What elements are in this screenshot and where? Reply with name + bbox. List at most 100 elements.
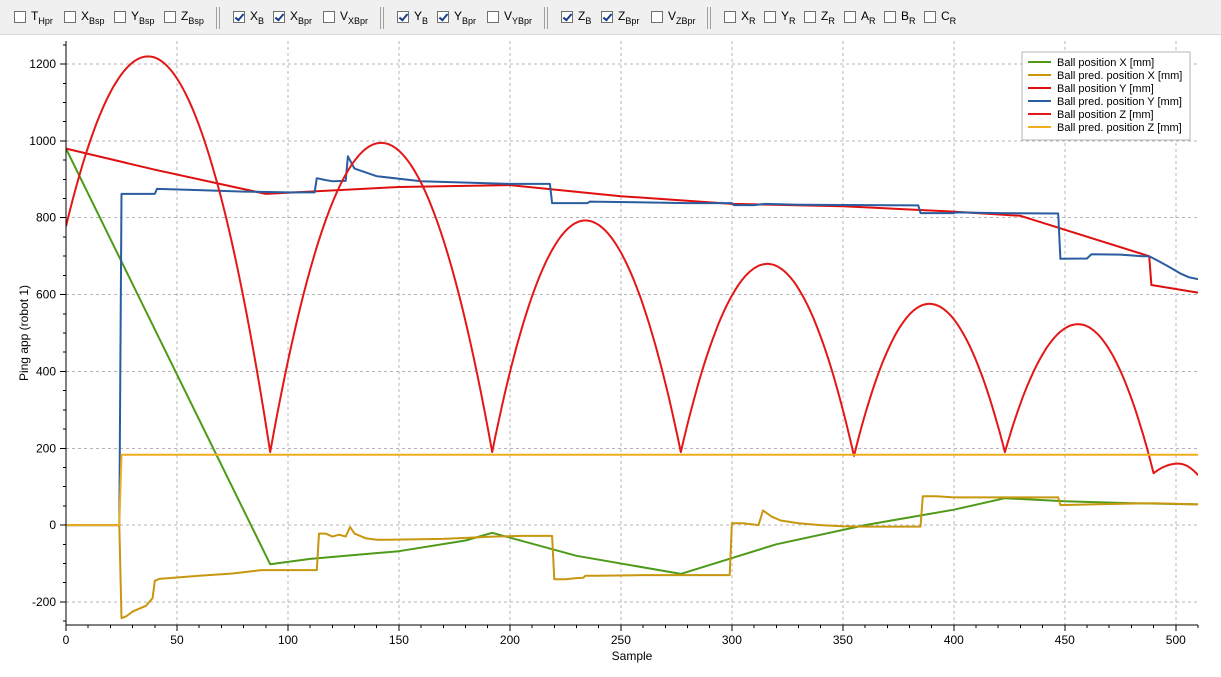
legend-entry: Ball pred. position Z [mm] bbox=[1057, 122, 1182, 134]
y-tick-label: 0 bbox=[49, 518, 56, 532]
toggle-z-r-label: ZR bbox=[821, 9, 835, 26]
checkbox-unchecked-icon[interactable] bbox=[804, 11, 816, 23]
chart-panel: 0 50 100 150 200 250 300 350 400 450 500 -200 0 200 40… bbox=[0, 35, 1221, 677]
x-tick-label: 400 bbox=[944, 633, 964, 647]
x-tick-label: 0 bbox=[63, 633, 70, 647]
toggle-c-r-label: CR bbox=[941, 9, 957, 26]
legend-box bbox=[1021, 51, 1191, 141]
toggle-b-r-checkbox[interactable]: BR bbox=[884, 9, 916, 26]
toggle-y-r-checkbox[interactable]: YR bbox=[764, 9, 796, 26]
toggle-x-bsp-checkbox[interactable]: XBsp bbox=[64, 9, 105, 26]
checkbox-checked-icon[interactable] bbox=[561, 11, 573, 23]
checkbox-unchecked-icon[interactable] bbox=[884, 11, 896, 23]
x-tick-label: 300 bbox=[722, 633, 742, 647]
toggle-x-bsp-label: XBsp bbox=[81, 9, 105, 26]
toggle-y-bpr-label: YBpr bbox=[454, 9, 477, 26]
checkbox-unchecked-icon[interactable] bbox=[844, 11, 856, 23]
toggle-v-xbpr-label: VXBpr bbox=[340, 9, 369, 26]
toggle-z-bpr-label: ZBpr bbox=[618, 9, 640, 26]
toggle-v-ybpr-label: VYBpr bbox=[504, 9, 533, 26]
toolbar-separator bbox=[216, 7, 220, 29]
x-tick-label: 200 bbox=[500, 633, 520, 647]
checkbox-checked-icon[interactable] bbox=[437, 11, 449, 23]
toolbar-separator bbox=[544, 7, 548, 29]
toggle-v-ybpr-checkbox[interactable]: VYBpr bbox=[487, 9, 533, 26]
series-line-1 bbox=[66, 495, 1198, 620]
toggle-x-b-checkbox[interactable]: XB bbox=[233, 9, 265, 26]
toggle-x-bpr-checkbox[interactable]: XBpr bbox=[273, 9, 313, 26]
x-tick-label: 250 bbox=[611, 633, 631, 647]
x-tick-label: 350 bbox=[833, 633, 853, 647]
checkbox-checked-icon[interactable] bbox=[233, 11, 245, 23]
checkbox-unchecked-icon[interactable] bbox=[764, 11, 776, 23]
checkbox-unchecked-icon[interactable] bbox=[64, 11, 76, 23]
y-axis-title: Ping app (robot 1) bbox=[17, 285, 31, 381]
toggle-a-r-checkbox[interactable]: AR bbox=[844, 9, 876, 26]
x-tick-label: 100 bbox=[278, 633, 298, 647]
checkbox-unchecked-icon[interactable] bbox=[651, 11, 663, 23]
x-tick-label: 150 bbox=[389, 633, 409, 647]
toggle-y-r-label: YR bbox=[781, 9, 796, 26]
chart: 0 50 100 150 200 250 300 350 400 450 500 -200 0 200 40… bbox=[17, 41, 1199, 663]
legend-entry: Ball position Z [mm] bbox=[1057, 109, 1154, 121]
y-tick-label: 800 bbox=[36, 211, 56, 225]
y-tick-label: 1000 bbox=[29, 134, 56, 148]
y-tick-label: -200 bbox=[32, 595, 56, 609]
x-axis-title: Sample bbox=[612, 649, 653, 663]
checkbox-checked-icon[interactable] bbox=[397, 11, 409, 23]
y-tick-label: 200 bbox=[36, 441, 56, 455]
toggle-v-zbpr-checkbox[interactable]: VZBpr bbox=[651, 9, 696, 26]
checkbox-unchecked-icon[interactable] bbox=[724, 11, 736, 23]
series-toggle-toolbar: THpr XBsp YBsp ZBsp XB XBpr VXBpr YB YBpr VYBpr ZB… bbox=[0, 0, 1221, 35]
toggle-a-r-label: AR bbox=[861, 9, 876, 26]
y-tick-label: 600 bbox=[36, 288, 56, 302]
x-tick-label: 500 bbox=[1166, 633, 1186, 647]
toggle-v-xbpr-checkbox[interactable]: VXBpr bbox=[323, 9, 369, 26]
toggle-y-b-label: YB bbox=[414, 9, 429, 26]
x-tick-label: 450 bbox=[1055, 633, 1075, 647]
toggle-z-b-label: ZB bbox=[578, 9, 592, 26]
legend-entry: Ball pred. position Y [mm] bbox=[1057, 96, 1182, 108]
axes: 0 50 100 150 200 250 300 350 400 450 500 -200 0 200 40… bbox=[17, 41, 1199, 663]
toggle-y-bpr-checkbox[interactable]: YBpr bbox=[437, 9, 477, 26]
checkbox-unchecked-icon[interactable] bbox=[924, 11, 936, 23]
toggle-v-zbpr-label: VZBpr bbox=[668, 9, 696, 26]
legend: Ball position X [mm]Ball pred. position … bbox=[1021, 51, 1191, 141]
toggle-z-r-checkbox[interactable]: ZR bbox=[804, 9, 835, 26]
checkbox-unchecked-icon[interactable] bbox=[487, 11, 499, 23]
toggle-x-r-label: XR bbox=[741, 9, 756, 26]
toolbar-separator bbox=[380, 7, 384, 29]
series-line-5 bbox=[66, 453, 1198, 527]
legend-entry: Ball position Y [mm] bbox=[1057, 83, 1154, 95]
toggle-z-bpr-checkbox[interactable]: ZBpr bbox=[601, 9, 640, 26]
toggle-z-bsp-checkbox[interactable]: ZBsp bbox=[164, 9, 204, 26]
checkbox-checked-icon[interactable] bbox=[273, 11, 285, 23]
series-line-2 bbox=[66, 147, 1198, 294]
toggle-y-bsp-label: YBsp bbox=[131, 9, 155, 26]
checkbox-unchecked-icon[interactable] bbox=[114, 11, 126, 23]
legend-entry: Ball position X [mm] bbox=[1057, 57, 1154, 69]
toggle-b-r-label: BR bbox=[901, 9, 916, 26]
checkbox-unchecked-icon[interactable] bbox=[14, 11, 26, 23]
toggle-x-r-checkbox[interactable]: XR bbox=[724, 9, 756, 26]
legend-entry: Ball pred. position X [mm] bbox=[1057, 70, 1182, 82]
checkbox-unchecked-icon[interactable] bbox=[164, 11, 176, 23]
checkbox-unchecked-icon[interactable] bbox=[323, 11, 335, 23]
toggle-z-b-checkbox[interactable]: ZB bbox=[561, 9, 592, 26]
series-line-4 bbox=[66, 55, 1198, 476]
toggle-t-hpr-label: THpr bbox=[31, 9, 53, 26]
toggle-c-r-checkbox[interactable]: CR bbox=[924, 9, 957, 26]
toggle-x-b-label: XB bbox=[250, 9, 265, 26]
x-tick-label: 50 bbox=[170, 633, 184, 647]
toggle-x-bpr-label: XBpr bbox=[290, 9, 313, 26]
toolbar-separator bbox=[707, 7, 711, 29]
series-line-0 bbox=[66, 148, 1198, 575]
toggle-y-bsp-checkbox[interactable]: YBsp bbox=[114, 9, 155, 26]
toggle-z-bsp-label: ZBsp bbox=[181, 9, 204, 26]
toggle-y-b-checkbox[interactable]: YB bbox=[397, 9, 429, 26]
toggle-t-hpr-checkbox[interactable]: THpr bbox=[14, 9, 53, 26]
y-tick-label: 1200 bbox=[29, 57, 56, 71]
checkbox-checked-icon[interactable] bbox=[601, 11, 613, 23]
series-lines bbox=[66, 55, 1198, 620]
y-tick-label: 400 bbox=[36, 364, 56, 378]
